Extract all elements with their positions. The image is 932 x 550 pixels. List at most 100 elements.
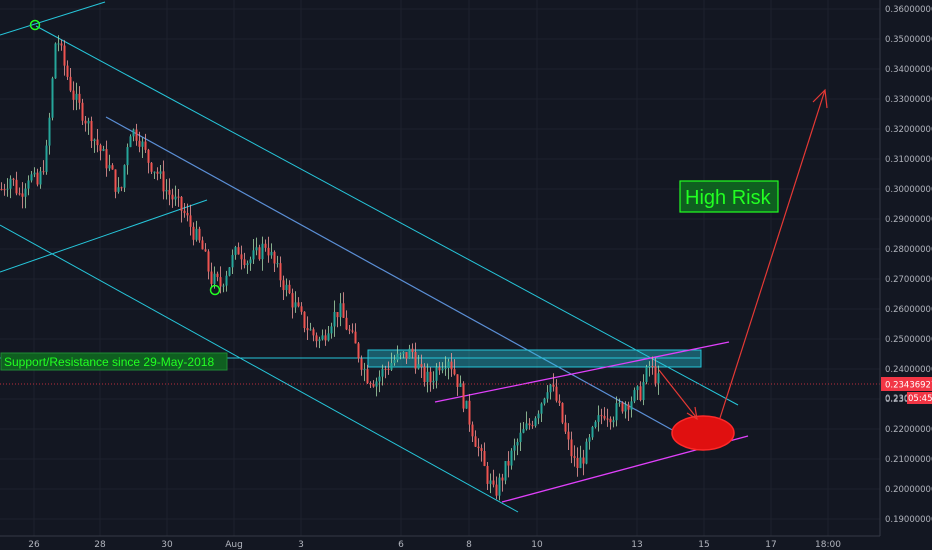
top-marker-circle[interactable] bbox=[29, 19, 41, 31]
candle-body bbox=[189, 215, 192, 227]
candle-body bbox=[288, 284, 291, 294]
candle-body bbox=[420, 364, 423, 367]
up-arrow-line[interactable] bbox=[719, 89, 826, 419]
candle-body bbox=[234, 247, 237, 255]
cyan-rising-line[interactable] bbox=[0, 199, 208, 273]
candle-body bbox=[147, 149, 150, 163]
candle-body bbox=[69, 76, 72, 91]
candle-body bbox=[114, 169, 117, 192]
candle-body bbox=[270, 251, 273, 256]
time-axis[interactable]: 26 28 30 Aug 3 6 8 10 13 15 17 18:00 bbox=[28, 540, 841, 550]
candle-body bbox=[468, 400, 471, 425]
support-resistance-label[interactable]: Support/Resistance since 29-May-2018 bbox=[0, 352, 228, 371]
candle-body bbox=[462, 383, 465, 409]
candle-body bbox=[438, 367, 441, 371]
y-tick-label: 0.24000000 bbox=[885, 365, 932, 375]
candle-body bbox=[528, 423, 531, 426]
x-tick-label: Aug bbox=[225, 540, 243, 550]
candle-body bbox=[624, 404, 627, 412]
candle-body bbox=[444, 367, 447, 369]
candle-body bbox=[90, 120, 93, 141]
candle-body bbox=[180, 196, 183, 211]
candle-body bbox=[435, 367, 438, 381]
candle-body bbox=[0, 189, 3, 190]
candle-body bbox=[540, 403, 543, 414]
candle-body bbox=[30, 174, 33, 181]
y-tick-label: 0.33000000 bbox=[885, 95, 932, 105]
candle-body bbox=[627, 404, 630, 410]
candle-body bbox=[651, 366, 654, 368]
candle-body bbox=[543, 398, 546, 404]
candle-body bbox=[297, 302, 300, 307]
up-arrow-head bbox=[812, 88, 828, 109]
candle-body bbox=[612, 420, 615, 423]
candle-body bbox=[54, 43, 57, 79]
candle-body bbox=[171, 194, 174, 200]
high-risk-box bbox=[679, 180, 779, 213]
cyan-channel-upper-line[interactable] bbox=[35, 25, 739, 406]
partial-price-text: 0.230 bbox=[885, 394, 909, 404]
candle-body bbox=[294, 302, 297, 308]
candle-body bbox=[639, 386, 642, 401]
y-tick-label: 0.28000000 bbox=[885, 245, 932, 255]
candle-body bbox=[150, 162, 153, 172]
price-axis[interactable]: 0.36000000 0.35000000 0.34000000 0.33000000… bbox=[885, 5, 932, 525]
blue-trendline[interactable] bbox=[105, 116, 677, 433]
y-tick-label: 0.26000000 bbox=[885, 305, 932, 315]
candle-body bbox=[81, 102, 84, 121]
candle-body bbox=[240, 254, 243, 260]
low-marker-circle[interactable] bbox=[209, 284, 221, 296]
magenta-channel-upper-line[interactable] bbox=[434, 341, 730, 403]
candle-body bbox=[93, 139, 96, 141]
y-tick-label: 0.31000000 bbox=[885, 155, 932, 165]
candle-body bbox=[12, 178, 15, 180]
candle-body bbox=[384, 368, 387, 370]
candle-body bbox=[75, 93, 78, 100]
candle-body bbox=[585, 441, 588, 464]
candle-body bbox=[183, 210, 186, 213]
candle-body bbox=[600, 415, 603, 417]
candle-body bbox=[549, 384, 552, 393]
candle-body bbox=[546, 392, 549, 399]
candle-body bbox=[336, 312, 339, 318]
grid bbox=[0, 0, 880, 536]
candle-body bbox=[162, 171, 165, 192]
candle-body bbox=[159, 171, 162, 174]
candle-body bbox=[84, 120, 87, 124]
candle-body bbox=[228, 267, 231, 276]
down-arrow-line[interactable] bbox=[658, 369, 697, 418]
candle-body bbox=[33, 172, 36, 175]
candle-body bbox=[654, 366, 657, 384]
x-tick-label: 8 bbox=[466, 540, 472, 550]
candle-body bbox=[117, 187, 120, 192]
arrows[interactable] bbox=[658, 88, 828, 421]
candle-body bbox=[222, 285, 225, 287]
x-tick-label: 13 bbox=[631, 540, 642, 550]
candle-body bbox=[513, 445, 516, 451]
candle-body bbox=[573, 456, 576, 458]
target-ellipse[interactable] bbox=[671, 415, 735, 451]
candle-body bbox=[78, 93, 81, 103]
candle-body bbox=[303, 311, 306, 329]
candle-body bbox=[99, 145, 102, 151]
candle-body bbox=[9, 178, 12, 189]
candle-body bbox=[168, 190, 171, 195]
candle-body bbox=[72, 90, 75, 100]
candle-body bbox=[315, 335, 318, 342]
x-tick-label: 6 bbox=[398, 540, 404, 550]
candle-body bbox=[498, 477, 501, 496]
candle-body bbox=[273, 251, 276, 264]
candle-body bbox=[450, 361, 453, 370]
high-risk-label[interactable]: High Risk bbox=[679, 180, 779, 213]
cyan-trendline-top-left[interactable] bbox=[0, 1, 106, 36]
candle-body bbox=[648, 366, 651, 368]
candle-body bbox=[21, 193, 24, 197]
candle-body bbox=[552, 384, 555, 387]
cyan-channel-lower-line[interactable] bbox=[0, 224, 519, 513]
candle-body bbox=[36, 172, 39, 185]
candle-body bbox=[555, 386, 558, 401]
candle-body bbox=[111, 165, 114, 170]
candle-body bbox=[63, 45, 66, 66]
